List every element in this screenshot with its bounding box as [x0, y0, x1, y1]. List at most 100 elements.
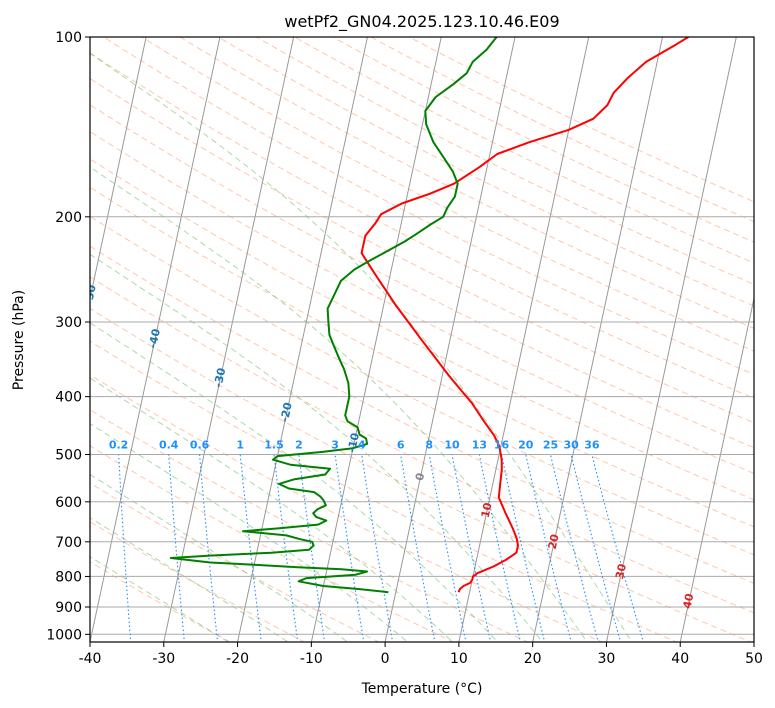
isotherm-label: 0: [413, 471, 427, 482]
isotherm-label: 10: [479, 501, 495, 519]
x-axis: -40 -30 -20 -10 0 10 20 30 40 50: [79, 642, 763, 667]
x-tick-label: 10: [450, 651, 468, 667]
x-tick-label: -10: [300, 651, 323, 667]
mixing-ratio-label: 1.5: [264, 439, 284, 452]
chart-title: wetPf2_GN04.2025.123.10.46.E09: [284, 12, 559, 32]
moist-adiabat-line: [90, 377, 454, 642]
isotherm-line: [310, 37, 442, 642]
y-tick-label: 800: [55, 569, 82, 585]
moist-adiabat-line: [90, 253, 544, 642]
mixing-ratio-label: 4: [358, 439, 366, 452]
isotherm-line: [532, 37, 664, 642]
moist-adiabat-line: [90, 52, 633, 642]
y-axis: 100 200 300 400 500 600 700 800 900 1000: [46, 30, 90, 643]
isotherm-label: -40: [146, 327, 163, 349]
moist-adiabat-line: [90, 556, 230, 642]
dry-adiabat-line: [90, 245, 754, 584]
mixing-ratio-label: 10: [444, 439, 460, 452]
dewpoint-profile-line: [169, 37, 498, 594]
dry-adiabat-line: [90, 276, 754, 614]
y-tick-label: 700: [55, 535, 82, 551]
x-tick-label: 0: [381, 651, 390, 667]
isotherm-label: -50: [82, 283, 99, 305]
isotherm-label: 30: [613, 562, 629, 580]
mixing-ratio-label: 0.4: [159, 439, 179, 452]
mixing-ratio-label: 30: [563, 439, 579, 452]
profile-lines: [169, 37, 689, 594]
mixing-ratio-line: [549, 454, 599, 642]
dry-adiabat-line: [90, 77, 754, 424]
mixing-ratio-line: [591, 454, 644, 642]
isotherm-line: [163, 37, 295, 642]
isotherm-label: 20: [546, 533, 562, 551]
isotherm-label: 40: [681, 592, 697, 610]
mixing-ratio-label: 3: [331, 439, 339, 452]
dry-adiabat-line: [90, 521, 306, 642]
mixing-ratio-line: [334, 454, 365, 642]
mixing-ratio-label: 25: [543, 439, 558, 452]
moist-adiabat-line: [90, 166, 588, 642]
y-tick-label: 600: [55, 495, 82, 511]
temperature-profile-line: [360, 37, 689, 593]
mixing-ratio-line: [478, 454, 522, 642]
mixing-ratio-line: [451, 454, 492, 642]
mixing-ratio-label: 20: [518, 439, 534, 452]
y-tick-label: 200: [55, 210, 82, 226]
x-tick-label: 20: [524, 651, 542, 667]
x-tick-label: -30: [152, 651, 175, 667]
moist-adiabat-line: [90, 473, 349, 642]
dry-adiabat-line: [179, 37, 754, 329]
mixing-ratio-label: 36: [584, 439, 600, 452]
dry-adiabat-line: [90, 409, 529, 642]
y-tick-label: 1000: [46, 627, 82, 643]
dry-adiabat-line: [90, 158, 754, 501]
mixing-ratio-line: [361, 454, 394, 642]
mixing-ratio-label: 16: [494, 439, 510, 452]
x-axis-label: Temperature (°C): [361, 681, 483, 697]
mixing-ratio-line: [298, 454, 326, 642]
mixing-ratio-label: 13: [472, 439, 487, 452]
dry-adiabat-line: [90, 482, 380, 642]
y-tick-label: 300: [55, 315, 82, 331]
y-tick-label: 500: [55, 448, 82, 464]
mixing-ratio-label: 8: [425, 439, 433, 452]
y-tick-label: 900: [55, 600, 82, 616]
dry-adiabat-line: [140, 37, 754, 352]
isotherm-line: [605, 37, 737, 642]
x-tick-label: -40: [79, 651, 102, 667]
mixing-ratio-line: [500, 454, 546, 642]
mixing-ratio-line: [570, 454, 622, 642]
moist-adiabat-line: [90, 423, 409, 642]
y-tick-label: 400: [55, 390, 82, 406]
isotherm-label: -20: [278, 401, 295, 423]
line-labels: 0.10.20.40.611.52346810131620253036-100-…: [82, 283, 697, 610]
plot-frame: [89, 36, 755, 643]
dry-adiabat-line: [90, 186, 754, 528]
mixing-ratio-line: [525, 454, 572, 642]
mixing-ratio-label: 2: [295, 439, 303, 452]
dry-adiabat-line: [90, 52, 754, 399]
mixing-ratio-line: [118, 454, 132, 642]
x-tick-label: -20: [226, 651, 249, 667]
dry-adiabat-line: [90, 307, 753, 642]
x-tick-label: 40: [671, 651, 689, 667]
isotherm-line: [384, 37, 516, 642]
mixing-ratio-line: [428, 454, 467, 642]
mixing-ratio-line: [400, 454, 436, 642]
isotherm-line: [679, 296, 754, 642]
y-axis-label: Pressure (hPa): [11, 290, 27, 390]
dry-adiabat-line: [90, 215, 754, 556]
dry-adiabat-line: [90, 374, 604, 642]
mixing-ratio-label: 0.2: [109, 439, 129, 452]
mixing-ratio-label: 6: [397, 439, 405, 452]
isotherm-line: [90, 37, 147, 301]
isotherm-label: -10: [345, 431, 362, 453]
dry-adiabat-line: [255, 37, 754, 285]
isotherm-line: [90, 37, 221, 642]
isotherm-label: -30: [212, 366, 229, 388]
mixing-ratio-line: [168, 454, 185, 642]
x-tick-label: 50: [745, 651, 763, 667]
mixing-ratio-label: 1: [236, 439, 244, 452]
x-tick-label: 30: [598, 651, 616, 667]
